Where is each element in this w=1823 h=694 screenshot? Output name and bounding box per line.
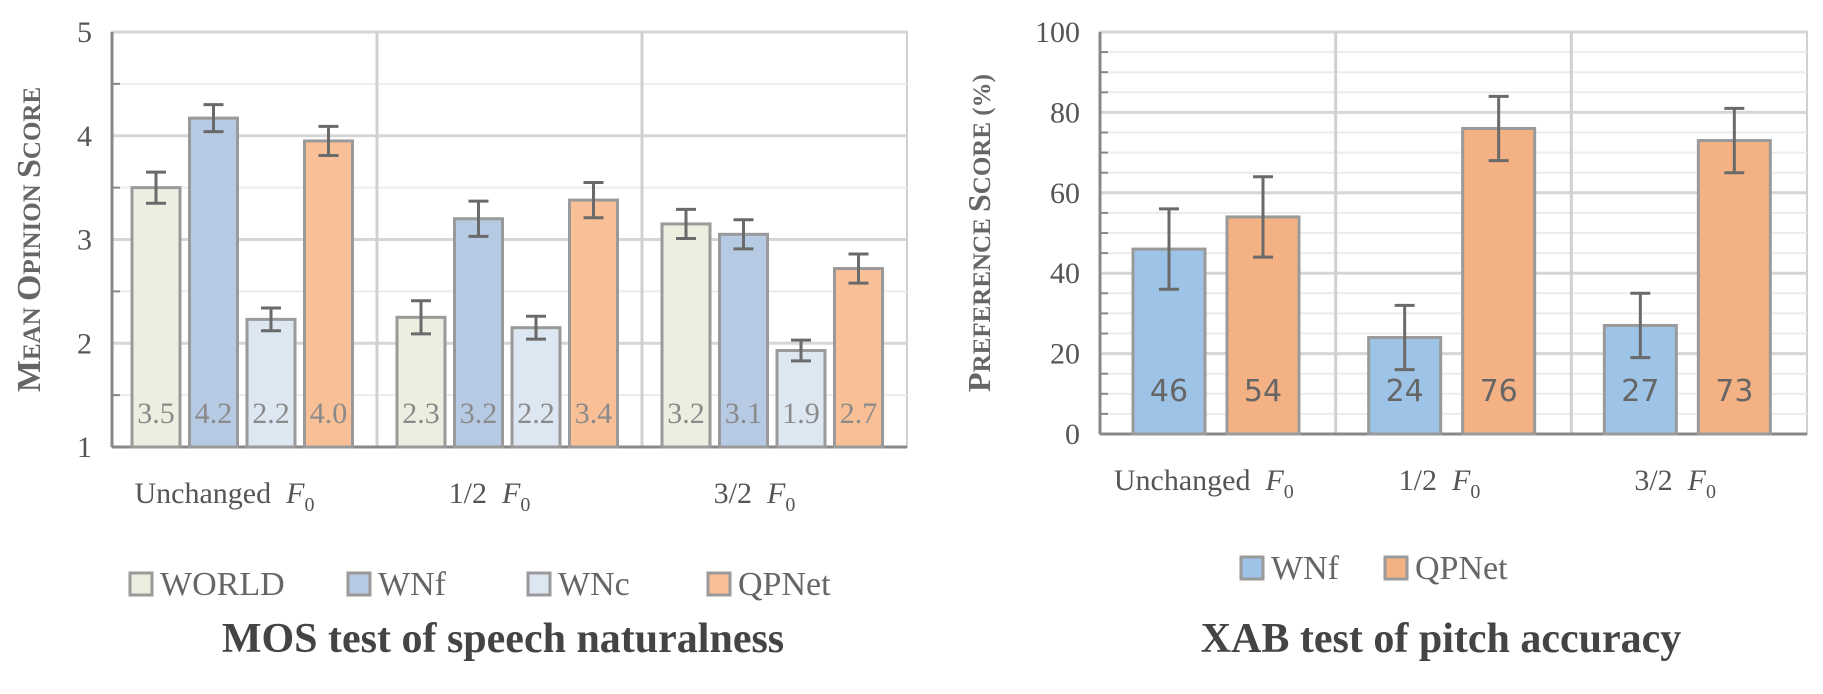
- data-label-wnc-2: 1.9: [782, 397, 820, 430]
- bar-qpnet-2: [1696, 139, 1772, 436]
- data-label-wnf-0: 4.2: [195, 397, 233, 430]
- x-tick-label-1: 1/2 F0: [1399, 464, 1481, 503]
- y-tick-label-5: 100: [1035, 16, 1080, 49]
- y-tick-label-1: 20: [1050, 338, 1080, 371]
- xab-chart: 0 20 40 60 80 100 46 54 Unchanged F0 24 76 1/2 F0 27…: [961, 16, 1808, 662]
- y-tick-label-0: 0: [1065, 418, 1080, 451]
- bar-world-0: [130, 186, 182, 449]
- legend-label-world: WORLD: [160, 566, 285, 603]
- bar-qpnet-1: [1461, 126, 1537, 436]
- y-tick-label-2: 3: [77, 224, 92, 257]
- chart-title: MOS test of speech naturalness: [222, 616, 784, 662]
- data-label-world-1: 2.3: [402, 397, 440, 430]
- data-label-qpnet-1: 76: [1480, 374, 1518, 409]
- legend-label-qpnet: QPNet: [738, 566, 831, 603]
- legend-swatch-wnf: [1239, 555, 1265, 581]
- data-label-wnf-2: 3.1: [725, 397, 763, 430]
- data-label-qpnet-2: 73: [1715, 374, 1753, 409]
- data-label-wnf-0: 46: [1150, 374, 1188, 409]
- data-label-wnc-0: 2.2: [252, 397, 290, 430]
- y-tick-label-4: 5: [77, 16, 92, 49]
- x-tick-label-2: 3/2 F0: [1634, 464, 1716, 503]
- y-tick-label-3: 60: [1050, 177, 1080, 210]
- y-tick-label-1: 2: [77, 327, 92, 360]
- x-tick-label-0: Unchanged F0: [1114, 464, 1294, 503]
- x-tick-label-1: 1/2 F0: [449, 477, 531, 516]
- legend-label-wnc: WNc: [558, 566, 630, 603]
- legend-swatch-qpnet: [1383, 555, 1409, 581]
- y-tick-label-3: 4: [77, 120, 92, 153]
- data-label-wnf-1: 3.2: [460, 397, 498, 430]
- y-tick-label-4: 80: [1050, 96, 1080, 129]
- bar-wnf-1: [453, 217, 504, 449]
- legend-label-qpnet: QPNet: [1415, 550, 1508, 587]
- legend-swatch-world: [128, 571, 154, 597]
- y-axis-title: PREFERENCE SCORE (%): [961, 74, 997, 392]
- data-label-qpnet-0: 4.0: [310, 397, 348, 430]
- data-label-wnf-1: 24: [1386, 374, 1424, 409]
- data-label-qpnet-0: 54: [1244, 374, 1282, 409]
- data-label-wnc-1: 2.2: [517, 397, 555, 430]
- data-label-wnf-2: 27: [1621, 374, 1659, 409]
- data-label-world-0: 3.5: [137, 397, 175, 430]
- legend-swatch-wnc: [526, 571, 552, 597]
- legend-swatch-wnf: [346, 571, 372, 597]
- data-label-qpnet-1: 3.4: [575, 397, 613, 430]
- y-axis-title: MEAN OPINION SCORE: [11, 87, 48, 392]
- x-tick-label-2: 3/2 F0: [714, 477, 796, 516]
- bar-wnc-0: [245, 317, 297, 449]
- bar-qpnet-0: [303, 139, 354, 449]
- bar-world-2: [660, 222, 712, 449]
- y-tick-label-0: 1: [77, 431, 92, 464]
- legend-label-wnf: WNf: [378, 566, 447, 603]
- bar-wnf-2: [718, 232, 769, 449]
- bar-wnf-0: [188, 116, 239, 449]
- mos-chart: 1 2 3 4 5 3.5 4.2 2.2 4.0 Unchanged F0 2.3 3.2 2.2 3.…: [11, 16, 908, 662]
- legend-label-wnf: WNf: [1271, 550, 1340, 587]
- data-label-qpnet-2: 2.7: [840, 397, 878, 430]
- y-tick-label-2: 40: [1050, 257, 1080, 290]
- chart-title: XAB test of pitch accuracy: [1201, 616, 1682, 662]
- data-label-world-2: 3.2: [667, 397, 705, 430]
- x-tick-label-0: Unchanged F0: [135, 477, 315, 516]
- bar-qpnet-1: [568, 198, 619, 449]
- legend-swatch-qpnet: [706, 571, 732, 597]
- bar-wnf-0: [1131, 247, 1207, 436]
- bar-world-1: [395, 315, 447, 449]
